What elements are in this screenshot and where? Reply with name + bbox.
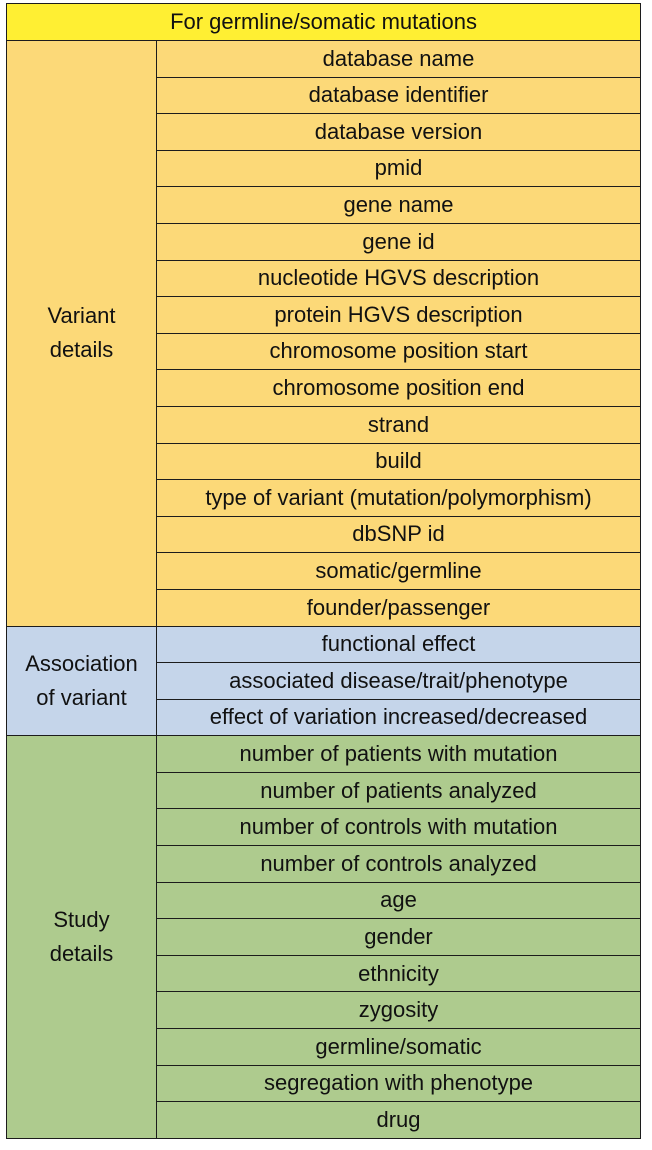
group-label-text: Association of variant bbox=[25, 650, 138, 710]
field-cell: number of patients analyzed bbox=[155, 771, 642, 810]
field-cell: number of controls analyzed bbox=[155, 845, 642, 883]
group-label-variant-details: Variant details bbox=[6, 40, 157, 627]
table-title: For germline/somatic mutations bbox=[5, 3, 642, 41]
table-row: type of variant (mutation/polymorphism) bbox=[7, 479, 642, 517]
table-title-row: For germline/somatic mutations bbox=[5, 3, 642, 41]
field-cell: segregation with phenotype bbox=[155, 1064, 642, 1103]
field-cell: strand bbox=[155, 405, 642, 444]
table-row: drug bbox=[7, 1101, 642, 1139]
field-cell: chromosome position end bbox=[155, 369, 642, 407]
field-cell: database name bbox=[155, 40, 642, 78]
group-label-study-details: Study details bbox=[6, 735, 157, 1139]
field-cell: associated disease/trait/phenotype bbox=[155, 662, 642, 700]
table-row: gene name bbox=[7, 186, 642, 224]
field-cell: protein HGVS description bbox=[155, 296, 642, 334]
field-cell: type of variant (mutation/polymorphism) bbox=[155, 479, 642, 517]
field-cell: build bbox=[155, 442, 642, 481]
field-cell: zygosity bbox=[155, 991, 642, 1030]
field-cell: germline/somatic bbox=[155, 1028, 642, 1066]
table-row: zygosity bbox=[7, 991, 642, 1030]
table-row: founder/passenger bbox=[7, 588, 642, 627]
table-row: gene id bbox=[7, 222, 642, 261]
field-cell: gender bbox=[155, 918, 642, 956]
group-label-text: Variant details bbox=[47, 303, 116, 363]
field-cell: number of controls with mutation bbox=[155, 808, 642, 847]
table-row: database version bbox=[7, 113, 642, 151]
table-row: database identifier bbox=[7, 76, 642, 115]
table-row: protein HGVS description bbox=[7, 296, 642, 334]
table-row: number of patients analyzed bbox=[7, 771, 642, 810]
field-cell: chromosome position start bbox=[155, 332, 642, 371]
table-row: strand bbox=[7, 405, 642, 444]
table-row: dbSNP id bbox=[7, 515, 642, 554]
field-cell: functional effect bbox=[155, 625, 642, 664]
field-cell: database version bbox=[155, 113, 642, 151]
field-cell: drug bbox=[155, 1101, 642, 1139]
field-cell: ethnicity bbox=[155, 954, 642, 993]
field-cell: nucleotide HGVS description bbox=[155, 259, 642, 298]
field-cell: dbSNP id bbox=[155, 515, 642, 554]
group-label-association-of-variant: Association of variant bbox=[6, 625, 157, 737]
table-row: chromosome position start bbox=[7, 332, 642, 371]
table-row: ethnicity bbox=[7, 954, 642, 993]
group-label-text: Study details bbox=[49, 907, 114, 967]
mutation-fields-table: For germline/somatic mutations Variant d… bbox=[5, 3, 642, 1139]
table-row: segregation with phenotype bbox=[7, 1064, 642, 1103]
table-row: gender bbox=[7, 918, 642, 956]
table-row: nucleotide HGVS description bbox=[7, 259, 642, 298]
field-cell: founder/passenger bbox=[155, 588, 642, 627]
table-row: Association of variant functional effect bbox=[6, 625, 642, 737]
table-row: Variant details database name bbox=[6, 40, 642, 627]
field-cell: pmid bbox=[155, 149, 642, 188]
field-cell: gene name bbox=[155, 186, 642, 224]
table-row: germline/somatic bbox=[7, 1028, 642, 1066]
table-row: Study details number of patients with mut… bbox=[6, 735, 642, 1139]
table-row: somatic/germline bbox=[7, 552, 642, 590]
table-row: effect of variation increased/decreased bbox=[7, 698, 642, 737]
field-cell: age bbox=[155, 881, 642, 920]
field-cell: somatic/germline bbox=[155, 552, 642, 590]
table-row: number of controls analyzed bbox=[7, 845, 642, 883]
table-row: age bbox=[7, 881, 642, 920]
table-row: chromosome position end bbox=[7, 369, 642, 407]
field-cell: database identifier bbox=[155, 76, 642, 115]
field-cell: number of patients with mutation bbox=[155, 735, 642, 773]
table-row: associated disease/trait/phenotype bbox=[7, 662, 642, 700]
table-row: build bbox=[7, 442, 642, 481]
field-cell: effect of variation increased/decreased bbox=[155, 698, 642, 737]
table-body: For germline/somatic mutations Variant d… bbox=[5, 3, 642, 1139]
table-row: number of controls with mutation bbox=[7, 808, 642, 847]
field-cell: gene id bbox=[155, 222, 642, 261]
